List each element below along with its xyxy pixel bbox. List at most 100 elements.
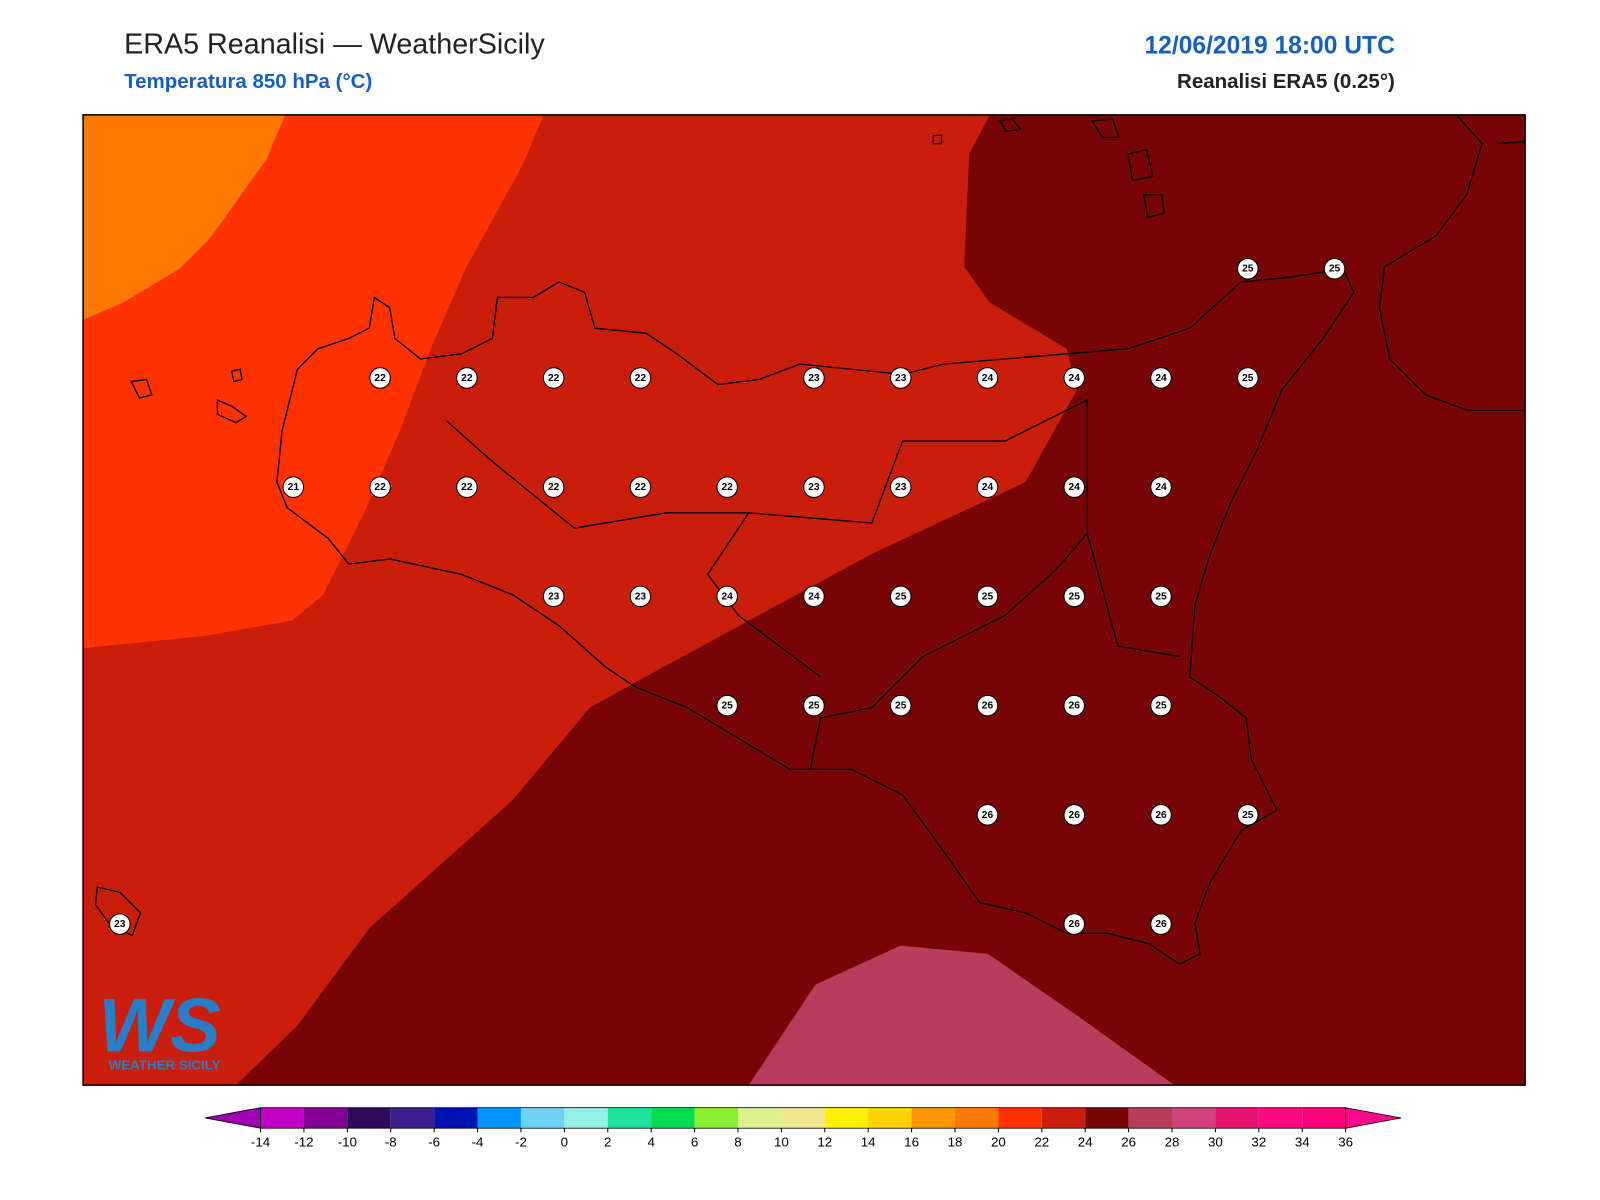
station: 22 [456,367,478,389]
station-label: 22 [548,482,560,493]
colorbar-over [1345,1107,1402,1129]
station: 26 [1150,804,1172,826]
station: 22 [716,476,738,498]
station-marker [889,585,912,608]
station-label: 25 [721,701,733,712]
station: 22 [542,476,565,498]
map-frame [82,114,1526,1086]
station-label: 25 [1242,264,1254,275]
station-label: 22 [374,482,386,493]
station: 22 [629,476,652,498]
datetime: 12/06/2019 18:00 UTC [1144,32,1395,59]
station: 24 [1150,367,1172,389]
colorbar-segment [520,1107,565,1129]
station-marker [1063,585,1086,608]
station: 22 [629,367,652,389]
station-marker [803,694,825,717]
station-label: 23 [114,919,126,930]
station-label: 25 [895,591,907,602]
station-label: 22 [461,482,473,493]
station-label: 26 [982,701,994,712]
station: 24 [976,367,999,389]
station-marker [1150,476,1172,498]
colorbar-segment [477,1107,521,1129]
colorbar-tick-label: 4 [647,1135,655,1150]
station: 26 [1063,804,1086,826]
station-marker [976,804,999,826]
colorbar-tick-label: -4 [472,1135,484,1150]
station-marker [976,476,999,498]
station: 23 [109,913,131,935]
station: 24 [976,476,999,498]
colorbar-tick-label: 14 [861,1135,876,1150]
station-marker [1323,257,1346,280]
station-marker [109,913,131,935]
colorbar-segment [1041,1107,1086,1129]
station: 22 [542,367,565,389]
station-marker [456,367,478,389]
colorbar-tick-label: 18 [948,1135,963,1150]
station-marker [1150,585,1172,608]
colorbar-tick-label: -14 [251,1135,271,1150]
colorbar-segment [390,1107,435,1129]
station-marker [976,694,999,717]
station-label: 26 [1069,701,1081,712]
colorbar-segment [1128,1107,1173,1129]
colorbar-frame [260,1107,1347,1129]
station-marker [1150,913,1172,935]
station-marker [1237,804,1259,826]
station-label: 22 [374,373,386,384]
station: 23 [803,367,825,389]
station-marker [803,585,825,608]
station-marker [803,367,825,389]
station: 22 [369,476,391,498]
station: 23 [889,367,912,389]
station-label: 24 [982,373,994,384]
station: 26 [976,804,999,826]
station-marker [542,367,565,389]
station-marker [629,476,652,498]
station-marker [1150,804,1172,826]
station: 24 [1150,476,1172,498]
station-marker [1237,367,1259,389]
station-marker [542,585,565,608]
station-marker [369,367,391,389]
station: 25 [1237,257,1259,280]
station-label: 25 [1155,591,1167,602]
station-label: 24 [1069,482,1081,493]
station-marker [1063,804,1086,826]
station-label: 26 [1155,919,1167,930]
station: 25 [803,694,825,717]
colorbar-segment [347,1107,391,1129]
station-label: 21 [288,482,300,493]
colorbar-segment [954,1107,999,1129]
station: 25 [889,585,912,608]
station: 21 [282,476,305,498]
colorbar-segment [1302,1107,1346,1129]
station: 25 [1063,585,1086,608]
colorbar-tick-label: 0 [561,1135,568,1150]
station-marker [976,367,999,389]
station-marker [1063,367,1086,389]
station-label: 25 [1069,591,1081,602]
station-marker [976,585,999,608]
station-marker [1150,367,1172,389]
logo-text: WEATHER SICILY [109,1058,221,1073]
colorbar-segment [868,1107,912,1129]
station-marker [803,476,825,498]
station-label: 24 [808,591,820,602]
station-marker [716,476,738,498]
station-label: 25 [1155,701,1167,712]
station: 24 [1063,476,1086,498]
station: 23 [889,476,912,498]
station-marker [1063,913,1086,935]
coastline-sicily [276,267,1355,965]
station-label: 22 [548,373,560,384]
colorbar-tick-label: 36 [1338,1135,1353,1150]
title: ERA5 Reanalisi — WeatherSicily [124,28,545,60]
station-label: 26 [1069,810,1081,821]
station: 24 [803,585,825,608]
station: 22 [369,367,391,389]
station-label: 23 [808,373,820,384]
islands [94,118,1165,937]
